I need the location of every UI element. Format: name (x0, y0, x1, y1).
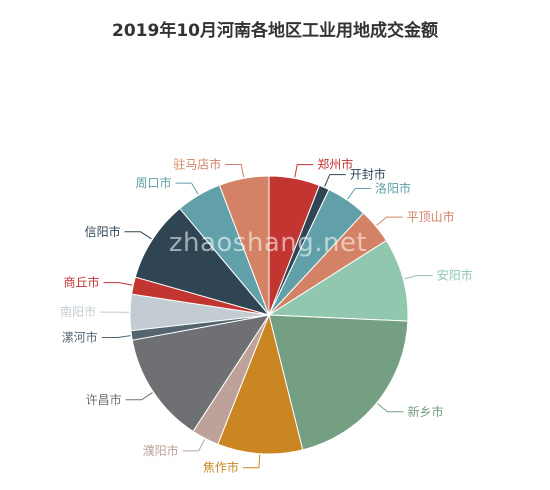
label-line-2 (324, 174, 346, 187)
label-line-15 (225, 164, 245, 178)
pie-slice-15[interactable] (218, 175, 270, 316)
slice-label-8: 濮阳市 (143, 443, 179, 458)
chart-title: 2019年10月河南各地区工业用地成交金额 (112, 20, 438, 41)
label-line-14 (175, 182, 199, 195)
label-line-7 (242, 454, 261, 469)
label-line-3 (347, 188, 371, 200)
pie-slice-6[interactable] (268, 314, 409, 451)
pie-slices (129, 175, 409, 455)
pie-slice-13[interactable] (134, 207, 271, 316)
slice-label-4: 平顶山市 (407, 209, 455, 224)
label-line-5 (404, 275, 433, 280)
label-line-12 (103, 282, 133, 286)
slice-label-14: 周口市 (135, 175, 171, 190)
label-line-8 (182, 439, 206, 452)
slice-label-11: 南阳市 (60, 304, 96, 319)
slice-label-5: 安阳市 (437, 268, 473, 283)
label-line-13 (124, 231, 152, 240)
slice-label-7: 焦作市 (203, 460, 239, 475)
watermark: zhaoshang.net (169, 228, 367, 258)
slice-label-9: 许昌市 (86, 392, 122, 407)
pie-slice-5[interactable] (267, 239, 409, 322)
label-line-10 (101, 335, 131, 338)
label-line-6 (377, 403, 404, 413)
slice-label-2: 开封市 (350, 167, 386, 182)
pie-slice-7[interactable] (217, 313, 304, 455)
slice-label-6: 新乡市 (408, 404, 444, 419)
slice-label-12: 商丘市 (63, 275, 99, 290)
slice-label-3: 洛阳市 (375, 181, 411, 196)
label-line-9 (125, 392, 153, 401)
label-line-4 (376, 216, 403, 226)
pie-slice-9[interactable] (131, 314, 271, 433)
slice-label-1: 郑州市 (317, 157, 353, 172)
slice-label-13: 信阳市 (85, 224, 121, 239)
label-line-1 (294, 164, 314, 178)
slice-label-15: 驻马店市 (173, 157, 221, 172)
slice-label-10: 漯河市 (62, 330, 98, 345)
